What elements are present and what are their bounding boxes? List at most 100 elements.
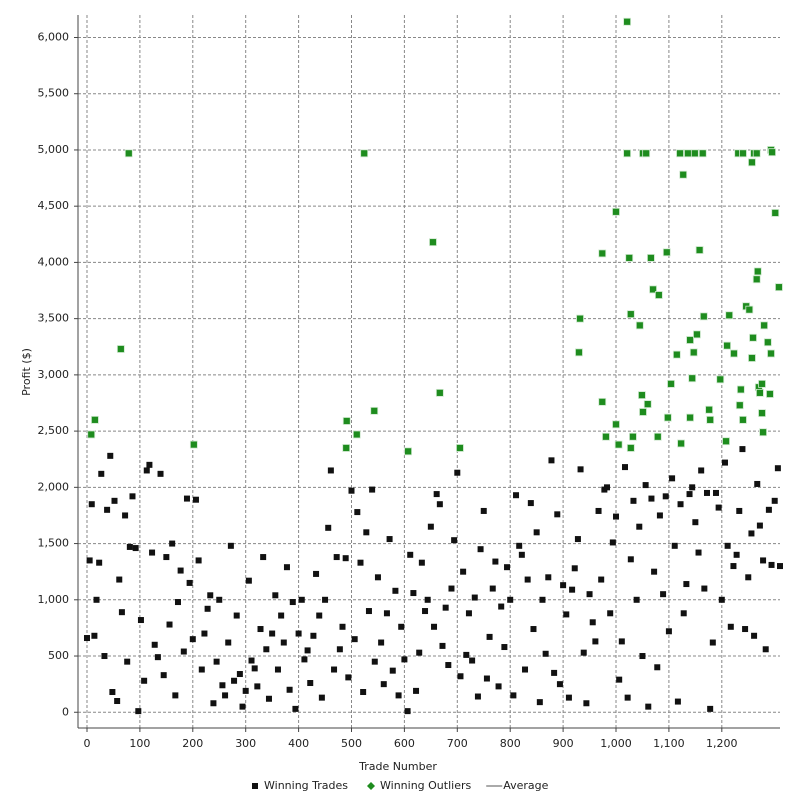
scatter-point <box>370 406 379 415</box>
scatter-point <box>677 439 685 448</box>
scatter-point <box>269 630 276 637</box>
scatter-point <box>651 568 658 575</box>
scatter-point <box>725 311 734 320</box>
scatter-point <box>656 512 663 519</box>
scatter-point <box>563 611 570 618</box>
scatter-point <box>576 314 584 323</box>
scatter-point <box>545 574 552 581</box>
scatter-point <box>143 467 150 474</box>
scatter-point <box>146 461 153 468</box>
x-axis-label: Trade Number <box>358 760 437 773</box>
scatter-point <box>598 249 607 258</box>
scatter-point <box>292 705 299 712</box>
scatter-point <box>365 608 372 615</box>
scatter-point <box>222 692 229 699</box>
scatter-point <box>398 623 405 630</box>
y-tick-label: 5,500 <box>38 87 70 100</box>
scatter-point <box>607 610 614 617</box>
scatter-point <box>280 639 287 646</box>
scatter-point <box>454 469 461 476</box>
scatter-point <box>556 681 563 688</box>
scatter-point <box>751 632 758 639</box>
y-axis-label: Profit ($) <box>20 348 33 396</box>
scatter-point <box>154 654 161 661</box>
y-tick-label: 4,000 <box>38 255 70 268</box>
scatter-point <box>274 666 281 673</box>
scatter-point <box>730 563 737 570</box>
scatter-point <box>416 649 423 656</box>
scatter-point <box>141 677 148 684</box>
scatter-point <box>378 639 385 646</box>
scatter-point <box>716 375 725 384</box>
scatter-point <box>301 656 308 663</box>
scatter-point <box>374 574 381 581</box>
scatter-point <box>513 492 520 499</box>
scatter-point <box>760 557 767 564</box>
scatter-point <box>456 444 464 452</box>
scatter-point <box>660 591 667 598</box>
scatter-point <box>265 695 272 702</box>
scatter-point <box>474 693 481 700</box>
scatter-point <box>627 556 634 563</box>
legend-label: Winning Trades <box>264 779 348 792</box>
scatter-point <box>577 466 584 473</box>
x-tick-label: 1,000 <box>600 737 632 750</box>
scatter-point <box>216 596 223 603</box>
scatter-point <box>758 379 766 388</box>
scatter-point <box>404 447 413 456</box>
scatter-point <box>722 437 730 446</box>
scatter-point <box>83 635 90 642</box>
scatter-point <box>219 682 226 689</box>
scatter-point <box>404 708 411 715</box>
scatter-point <box>111 497 118 504</box>
scatter-point <box>542 650 549 657</box>
scatter-point <box>460 568 467 575</box>
scatter-point <box>124 149 133 158</box>
scatter-point <box>189 636 196 643</box>
scatter-point <box>626 444 635 452</box>
scatter-point <box>618 638 625 645</box>
scatter-point <box>635 321 644 330</box>
scatter-point <box>630 497 637 504</box>
scatter-point <box>342 555 349 562</box>
scatter-point <box>177 567 184 574</box>
y-tick-label: 0 <box>62 705 69 718</box>
scatter-point <box>755 388 764 397</box>
scatter-point <box>469 657 476 664</box>
scatter-point <box>163 554 170 561</box>
scatter-point <box>304 647 311 654</box>
scatter-point <box>207 592 214 599</box>
scatter-point <box>439 642 446 649</box>
scatter-point <box>749 333 757 342</box>
scatter-point <box>771 497 778 504</box>
scatter-point <box>295 630 302 637</box>
scatter-point <box>283 564 290 571</box>
scatter-point <box>527 500 534 507</box>
scatter-point <box>333 554 340 561</box>
scatter-point <box>712 489 719 496</box>
scatter-point <box>87 430 96 439</box>
scatter-point <box>114 698 121 705</box>
scatter-point <box>510 692 517 699</box>
scatter-point <box>174 599 181 606</box>
scatter-point <box>589 619 596 626</box>
scatter-point <box>705 405 714 414</box>
scatter-point <box>186 579 193 586</box>
scatter-point <box>680 610 687 617</box>
scatter-point <box>213 658 220 665</box>
scatter-point <box>227 542 234 549</box>
x-tick-label: 0 <box>83 737 90 750</box>
y-tick-label: 4,500 <box>38 199 70 212</box>
scatter-point <box>471 594 478 601</box>
y-tick-label: 500 <box>48 649 69 662</box>
scatter-point <box>431 623 438 630</box>
scatter-point <box>413 687 420 694</box>
scatter-point <box>748 530 755 537</box>
scatter-point <box>116 345 125 353</box>
scatter-point <box>135 708 142 715</box>
scatter-point <box>210 700 217 707</box>
scatter-point <box>348 487 355 494</box>
scatter-point <box>715 504 722 511</box>
scatter-point <box>683 581 690 588</box>
